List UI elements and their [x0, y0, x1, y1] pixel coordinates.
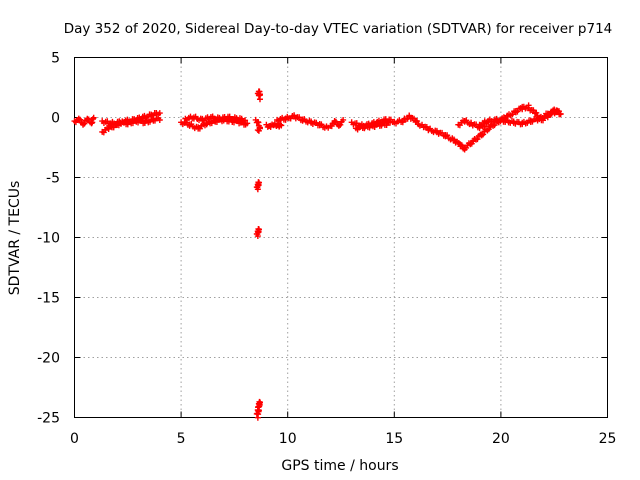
y-tick-label: -5 — [46, 171, 60, 187]
axis-ticks — [74, 57, 608, 418]
chart-title: Day 352 of 2020, Sidereal Day-to-day VTE… — [64, 21, 613, 37]
data-point — [90, 114, 97, 121]
data-point — [255, 127, 262, 134]
data-point — [480, 131, 487, 138]
y-tick-label: -15 — [37, 291, 60, 307]
x-tick-label: 0 — [70, 431, 79, 447]
tick-labels: 0 5 10 15 20 25 5 0 -5 -10 -15 -20 -25 — [37, 51, 616, 448]
data-point — [482, 120, 489, 127]
data-point — [256, 96, 263, 103]
data-point — [414, 118, 421, 125]
data-point — [254, 233, 261, 240]
data-point — [81, 120, 88, 127]
x-tick-label: 25 — [599, 431, 617, 447]
x-axis-label: GPS time / hours — [281, 458, 398, 474]
data-point — [156, 110, 163, 117]
y-tick-label: 0 — [51, 111, 60, 127]
x-tick-label: 20 — [492, 431, 510, 447]
data-point — [277, 121, 284, 128]
data-point — [509, 111, 516, 118]
data-points — [71, 88, 564, 421]
x-tick-label: 15 — [385, 431, 403, 447]
data-point — [77, 116, 84, 123]
data-point — [547, 111, 554, 118]
y-tick-label: -20 — [37, 351, 60, 367]
y-axis-label: SDTVAR / TECUs — [7, 181, 23, 296]
data-point — [491, 122, 498, 129]
x-tick-label: 5 — [177, 431, 186, 447]
y-tick-label: -25 — [37, 411, 60, 427]
data-point — [254, 127, 261, 134]
data-point — [89, 119, 96, 126]
y-tick-label: -10 — [37, 231, 60, 247]
data-point — [254, 186, 261, 193]
data-point — [278, 122, 285, 129]
y-tick-label: 5 — [51, 51, 60, 67]
data-point — [533, 109, 540, 116]
x-tick-label: 10 — [279, 431, 297, 447]
data-point — [244, 120, 251, 127]
data-point — [242, 117, 249, 124]
data-point — [156, 116, 163, 123]
data-point — [254, 414, 261, 421]
data-point — [340, 116, 347, 123]
data-point — [474, 136, 481, 143]
data-point — [89, 116, 96, 123]
data-point — [337, 121, 344, 128]
data-point — [557, 110, 564, 117]
